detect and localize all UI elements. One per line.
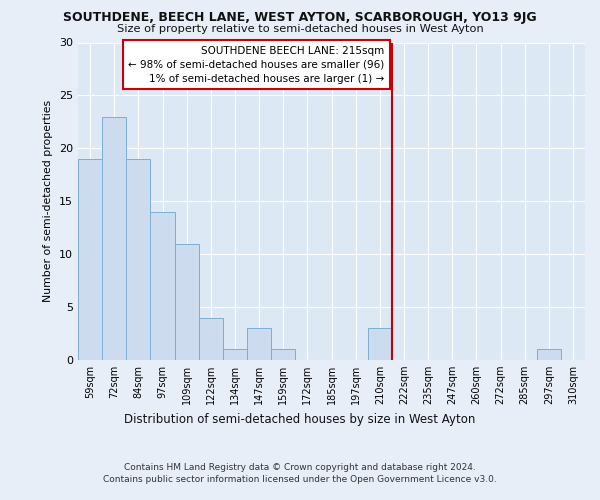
- Text: Contains public sector information licensed under the Open Government Licence v3: Contains public sector information licen…: [103, 475, 497, 484]
- Text: Distribution of semi-detached houses by size in West Ayton: Distribution of semi-detached houses by …: [124, 412, 476, 426]
- Text: Size of property relative to semi-detached houses in West Ayton: Size of property relative to semi-detach…: [116, 24, 484, 34]
- Bar: [537, 350, 561, 360]
- Bar: [271, 350, 295, 360]
- Bar: [126, 159, 151, 360]
- Text: SOUTHDENE, BEECH LANE, WEST AYTON, SCARBOROUGH, YO13 9JG: SOUTHDENE, BEECH LANE, WEST AYTON, SCARB…: [63, 11, 537, 24]
- Bar: [78, 159, 102, 360]
- Bar: [102, 116, 126, 360]
- Bar: [175, 244, 199, 360]
- Text: Contains HM Land Registry data © Crown copyright and database right 2024.: Contains HM Land Registry data © Crown c…: [124, 462, 476, 471]
- Bar: [368, 328, 392, 360]
- Bar: [151, 212, 175, 360]
- Y-axis label: Number of semi-detached properties: Number of semi-detached properties: [43, 100, 53, 302]
- Bar: [199, 318, 223, 360]
- Text: SOUTHDENE BEECH LANE: 215sqm
← 98% of semi-detached houses are smaller (96)
1% o: SOUTHDENE BEECH LANE: 215sqm ← 98% of se…: [128, 46, 385, 84]
- Bar: [223, 350, 247, 360]
- Bar: [247, 328, 271, 360]
